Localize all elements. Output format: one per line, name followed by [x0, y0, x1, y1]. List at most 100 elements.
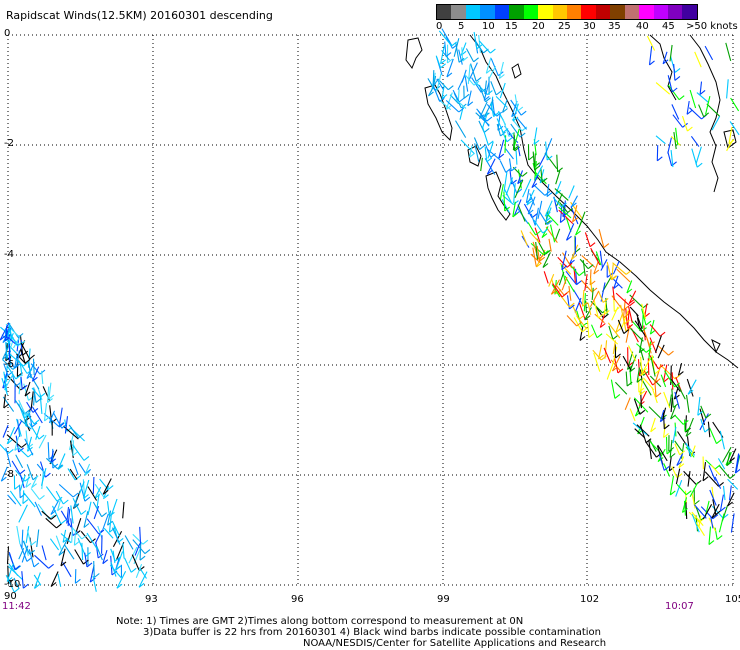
wind-barb: [594, 313, 605, 324]
wind-barb: [462, 56, 469, 62]
wind-barb: [537, 200, 543, 219]
wind-barb: [4, 328, 9, 341]
wind-barb: [617, 319, 625, 334]
wind-barb: [675, 480, 683, 497]
wind-barb: [718, 513, 725, 533]
wind-barb: [440, 45, 445, 64]
wind-barb: [611, 264, 614, 281]
wind-barb: [531, 174, 539, 188]
wind-barb: [596, 333, 603, 339]
wind-barb: [602, 297, 609, 303]
wind-barb: [18, 399, 27, 416]
wind-barb: [680, 443, 685, 459]
wind-barb: [485, 68, 492, 74]
wind-barb: [15, 454, 24, 469]
wind-barb: [29, 423, 40, 440]
coast-ne: [689, 34, 721, 193]
wind-barb: [25, 472, 31, 488]
lat-label: 0: [4, 28, 11, 39]
wind-barb: [649, 375, 662, 388]
wind-barb: [2, 354, 8, 360]
wind-barb: [13, 577, 20, 590]
wind-barb: [112, 550, 116, 564]
wind-barb: [588, 333, 595, 338]
wind-barb: [551, 289, 557, 295]
wind-barb: [590, 324, 598, 338]
wind-barb: [60, 548, 66, 567]
wind-barb: [538, 211, 548, 225]
wind-barb: [501, 130, 508, 143]
wind-barb: [705, 95, 711, 115]
wind-barb: [613, 278, 623, 289]
wind-barb: [545, 212, 559, 226]
wind-barb: [458, 57, 465, 63]
wind-barb: [3, 371, 8, 392]
wind-barb: [467, 64, 471, 85]
wind-barb: [560, 218, 566, 224]
wind-barb: [622, 355, 632, 371]
wind-barb: [7, 494, 17, 505]
lon-label: 96: [291, 594, 304, 605]
wind-barb: [695, 146, 702, 165]
island-outline: [485, 171, 511, 221]
wind-barb: [109, 511, 115, 517]
wind-barb: [68, 424, 79, 439]
legend-tick: 15: [505, 21, 518, 32]
wind-barb: [478, 101, 488, 119]
wind-barb: [6, 563, 14, 582]
wind-barb: [57, 573, 62, 587]
wind-barb: [628, 345, 637, 362]
wind-barb: [557, 167, 563, 173]
wind-barb: [517, 179, 524, 185]
legend-swatch: [552, 5, 567, 19]
lon-label: 90: [4, 591, 17, 602]
wind-barb: [26, 529, 32, 546]
wind-barb: [38, 434, 47, 449]
wind-barb: [702, 476, 709, 482]
wind-barb: [7, 328, 18, 347]
wind-barb: [554, 188, 569, 201]
wind-barb: [142, 539, 149, 545]
wind-barb: [66, 506, 70, 524]
wind-barb: [662, 51, 668, 64]
wind-barb: [542, 263, 549, 268]
wind-barb: [729, 448, 737, 462]
wind-barb: [679, 450, 686, 456]
wind-barb: [520, 110, 527, 116]
wind-barb: [55, 535, 62, 550]
wind-barb: [541, 177, 548, 183]
wind-barb: [702, 462, 707, 481]
wind-barb: [16, 350, 20, 368]
legend-tick: 40: [636, 21, 649, 32]
wind-barb: [674, 75, 681, 81]
wind-barb: [599, 323, 606, 328]
wind-barb: [122, 501, 125, 519]
legend-tick: 0: [436, 21, 443, 32]
lon-label: 93: [145, 594, 158, 605]
wind-barb: [50, 514, 57, 520]
wind-barb: [468, 145, 473, 158]
wind-barb: [144, 549, 151, 555]
wind-barb: [635, 313, 643, 330]
wind-barb: [587, 302, 592, 316]
wind-barb: [667, 137, 672, 154]
wind-barb: [7, 322, 11, 338]
wind-barb: [649, 324, 661, 337]
wind-barb: [445, 92, 453, 110]
wind-barb: [86, 532, 98, 550]
wind-barb: [43, 413, 60, 427]
wind-barb: [62, 537, 69, 543]
wind-barb: [556, 193, 563, 207]
wind-barb: [445, 105, 452, 110]
wind-barb: [599, 312, 606, 328]
wind-barb: [527, 209, 534, 215]
wind-barb: [582, 301, 588, 307]
wind-barb: [498, 61, 504, 79]
lat-label: -2: [4, 138, 14, 149]
wind-barb: [58, 539, 68, 556]
wind-barb: [467, 90, 472, 106]
wind-barb: [670, 150, 674, 168]
wind-barb: [557, 256, 568, 268]
wind-barb: [606, 272, 613, 278]
wind-barb: [78, 433, 84, 439]
